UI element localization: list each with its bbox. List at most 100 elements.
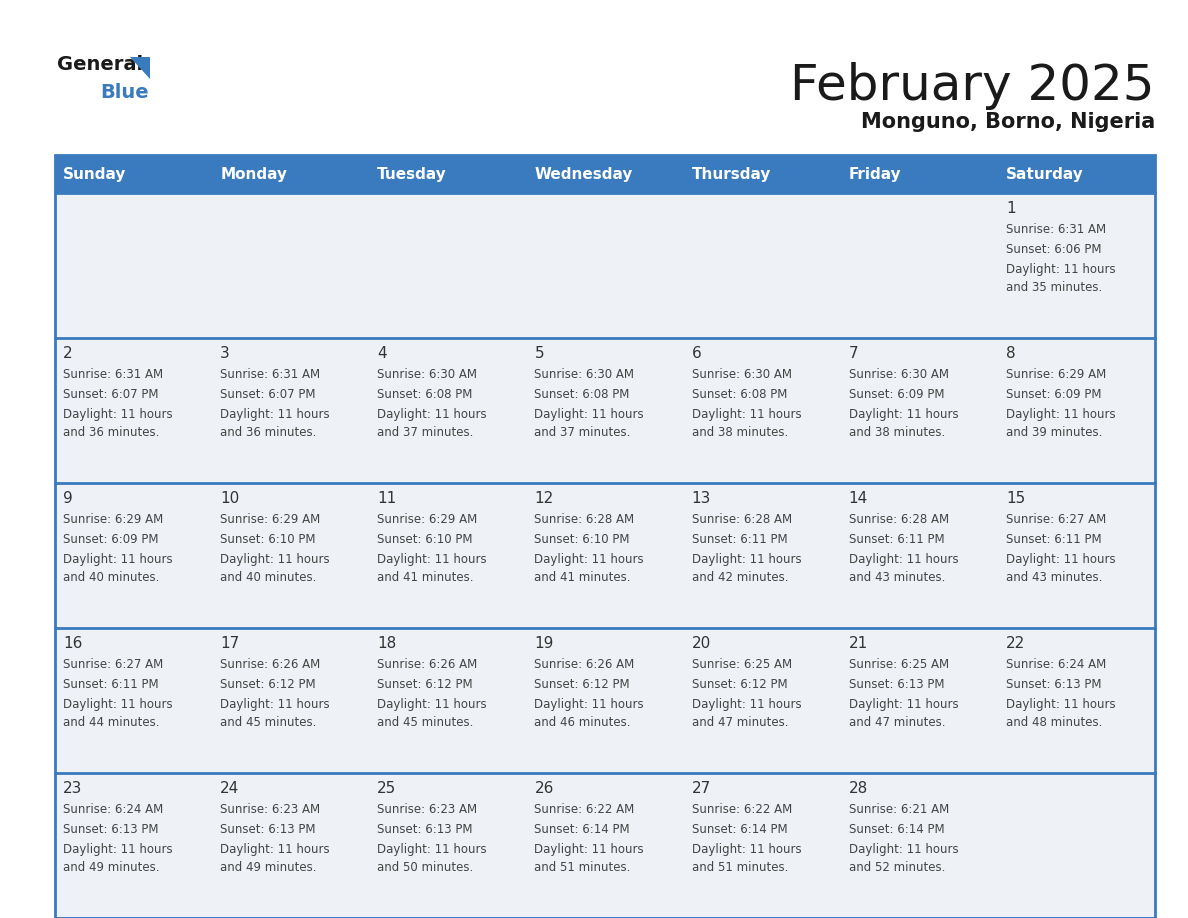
Text: Sunset: 6:13 PM: Sunset: 6:13 PM <box>378 823 473 836</box>
Text: Sunset: 6:13 PM: Sunset: 6:13 PM <box>1006 678 1101 691</box>
Text: and 45 minutes.: and 45 minutes. <box>378 716 474 729</box>
Bar <box>841 483 998 628</box>
Text: Sunrise: 6:31 AM: Sunrise: 6:31 AM <box>1006 223 1106 236</box>
Bar <box>55 628 213 773</box>
Text: Sunset: 6:13 PM: Sunset: 6:13 PM <box>220 823 316 836</box>
Bar <box>55 155 213 193</box>
Bar <box>55 773 213 918</box>
Text: Friday: Friday <box>848 166 902 182</box>
Text: Daylight: 11 hours: Daylight: 11 hours <box>535 698 644 711</box>
Text: Daylight: 11 hours: Daylight: 11 hours <box>63 843 172 856</box>
Text: 28: 28 <box>848 781 868 796</box>
Text: and 49 minutes.: and 49 minutes. <box>63 861 159 874</box>
Text: Sunrise: 6:27 AM: Sunrise: 6:27 AM <box>63 658 163 671</box>
Text: Sunset: 6:12 PM: Sunset: 6:12 PM <box>378 678 473 691</box>
Text: and 39 minutes.: and 39 minutes. <box>1006 426 1102 439</box>
Text: Daylight: 11 hours: Daylight: 11 hours <box>848 843 959 856</box>
Bar <box>841 338 998 483</box>
Text: and 36 minutes.: and 36 minutes. <box>63 426 159 439</box>
Bar <box>998 628 1155 773</box>
Text: Sunrise: 6:29 AM: Sunrise: 6:29 AM <box>63 513 163 526</box>
Polygon shape <box>129 57 150 79</box>
Text: Daylight: 11 hours: Daylight: 11 hours <box>848 553 959 566</box>
Text: 26: 26 <box>535 781 554 796</box>
Text: Sunrise: 6:31 AM: Sunrise: 6:31 AM <box>63 368 163 381</box>
Text: Daylight: 11 hours: Daylight: 11 hours <box>1006 698 1116 711</box>
Text: Saturday: Saturday <box>1006 166 1083 182</box>
Text: 19: 19 <box>535 636 554 651</box>
Text: Sunset: 6:14 PM: Sunset: 6:14 PM <box>535 823 630 836</box>
Text: and 41 minutes.: and 41 minutes. <box>378 571 474 584</box>
Text: Sunrise: 6:28 AM: Sunrise: 6:28 AM <box>535 513 634 526</box>
Bar <box>55 193 213 338</box>
Bar <box>526 155 683 193</box>
Bar <box>526 628 683 773</box>
Bar <box>998 773 1155 918</box>
Text: Sunrise: 6:23 AM: Sunrise: 6:23 AM <box>378 803 478 816</box>
Text: Sunrise: 6:24 AM: Sunrise: 6:24 AM <box>1006 658 1106 671</box>
Text: Sunset: 6:08 PM: Sunset: 6:08 PM <box>691 388 786 401</box>
Text: Sunrise: 6:30 AM: Sunrise: 6:30 AM <box>535 368 634 381</box>
Text: Sunrise: 6:28 AM: Sunrise: 6:28 AM <box>848 513 949 526</box>
Text: 2: 2 <box>63 346 72 361</box>
Text: Daylight: 11 hours: Daylight: 11 hours <box>535 553 644 566</box>
Text: and 37 minutes.: and 37 minutes. <box>535 426 631 439</box>
Text: Daylight: 11 hours: Daylight: 11 hours <box>220 698 330 711</box>
Text: Sunset: 6:06 PM: Sunset: 6:06 PM <box>1006 243 1101 256</box>
Text: Sunset: 6:13 PM: Sunset: 6:13 PM <box>63 823 158 836</box>
Text: Sunset: 6:09 PM: Sunset: 6:09 PM <box>63 533 158 546</box>
Text: Sunset: 6:09 PM: Sunset: 6:09 PM <box>848 388 944 401</box>
Text: Sunrise: 6:26 AM: Sunrise: 6:26 AM <box>535 658 634 671</box>
Text: Blue: Blue <box>100 83 148 102</box>
Text: 16: 16 <box>63 636 82 651</box>
Bar <box>683 155 841 193</box>
Text: Daylight: 11 hours: Daylight: 11 hours <box>535 843 644 856</box>
Text: and 37 minutes.: and 37 minutes. <box>378 426 474 439</box>
Bar <box>998 193 1155 338</box>
Text: Daylight: 11 hours: Daylight: 11 hours <box>1006 553 1116 566</box>
Text: and 44 minutes.: and 44 minutes. <box>63 716 159 729</box>
Text: Sunrise: 6:27 AM: Sunrise: 6:27 AM <box>1006 513 1106 526</box>
Text: Sunset: 6:11 PM: Sunset: 6:11 PM <box>848 533 944 546</box>
Bar <box>213 155 369 193</box>
Text: Sunset: 6:12 PM: Sunset: 6:12 PM <box>535 678 630 691</box>
Bar <box>841 773 998 918</box>
Text: Daylight: 11 hours: Daylight: 11 hours <box>691 408 801 421</box>
Bar <box>683 483 841 628</box>
Text: and 38 minutes.: and 38 minutes. <box>691 426 788 439</box>
Text: and 43 minutes.: and 43 minutes. <box>1006 571 1102 584</box>
Text: Sunrise: 6:25 AM: Sunrise: 6:25 AM <box>691 658 791 671</box>
Text: Sunrise: 6:23 AM: Sunrise: 6:23 AM <box>220 803 321 816</box>
Bar <box>683 628 841 773</box>
Text: Sunset: 6:11 PM: Sunset: 6:11 PM <box>1006 533 1101 546</box>
Text: 22: 22 <box>1006 636 1025 651</box>
Text: Thursday: Thursday <box>691 166 771 182</box>
Text: General: General <box>57 55 143 74</box>
Text: and 40 minutes.: and 40 minutes. <box>220 571 316 584</box>
Bar <box>55 338 213 483</box>
Bar <box>526 193 683 338</box>
Text: Daylight: 11 hours: Daylight: 11 hours <box>220 843 330 856</box>
Text: Sunset: 6:09 PM: Sunset: 6:09 PM <box>1006 388 1101 401</box>
Text: Daylight: 11 hours: Daylight: 11 hours <box>220 408 330 421</box>
Text: Sunrise: 6:26 AM: Sunrise: 6:26 AM <box>378 658 478 671</box>
Text: 4: 4 <box>378 346 387 361</box>
Text: Sunday: Sunday <box>63 166 126 182</box>
Text: 3: 3 <box>220 346 230 361</box>
Text: 10: 10 <box>220 491 240 506</box>
Bar <box>213 773 369 918</box>
Text: Monguno, Borno, Nigeria: Monguno, Borno, Nigeria <box>861 112 1155 132</box>
Bar <box>683 193 841 338</box>
Text: Sunset: 6:07 PM: Sunset: 6:07 PM <box>220 388 316 401</box>
Text: Sunset: 6:10 PM: Sunset: 6:10 PM <box>378 533 473 546</box>
Text: Daylight: 11 hours: Daylight: 11 hours <box>691 698 801 711</box>
Text: 7: 7 <box>848 346 859 361</box>
Text: Sunset: 6:14 PM: Sunset: 6:14 PM <box>848 823 944 836</box>
Text: 9: 9 <box>63 491 72 506</box>
Text: Daylight: 11 hours: Daylight: 11 hours <box>535 408 644 421</box>
Text: and 50 minutes.: and 50 minutes. <box>378 861 474 874</box>
Text: 17: 17 <box>220 636 240 651</box>
Bar <box>369 193 526 338</box>
Bar <box>369 773 526 918</box>
Text: and 38 minutes.: and 38 minutes. <box>848 426 944 439</box>
